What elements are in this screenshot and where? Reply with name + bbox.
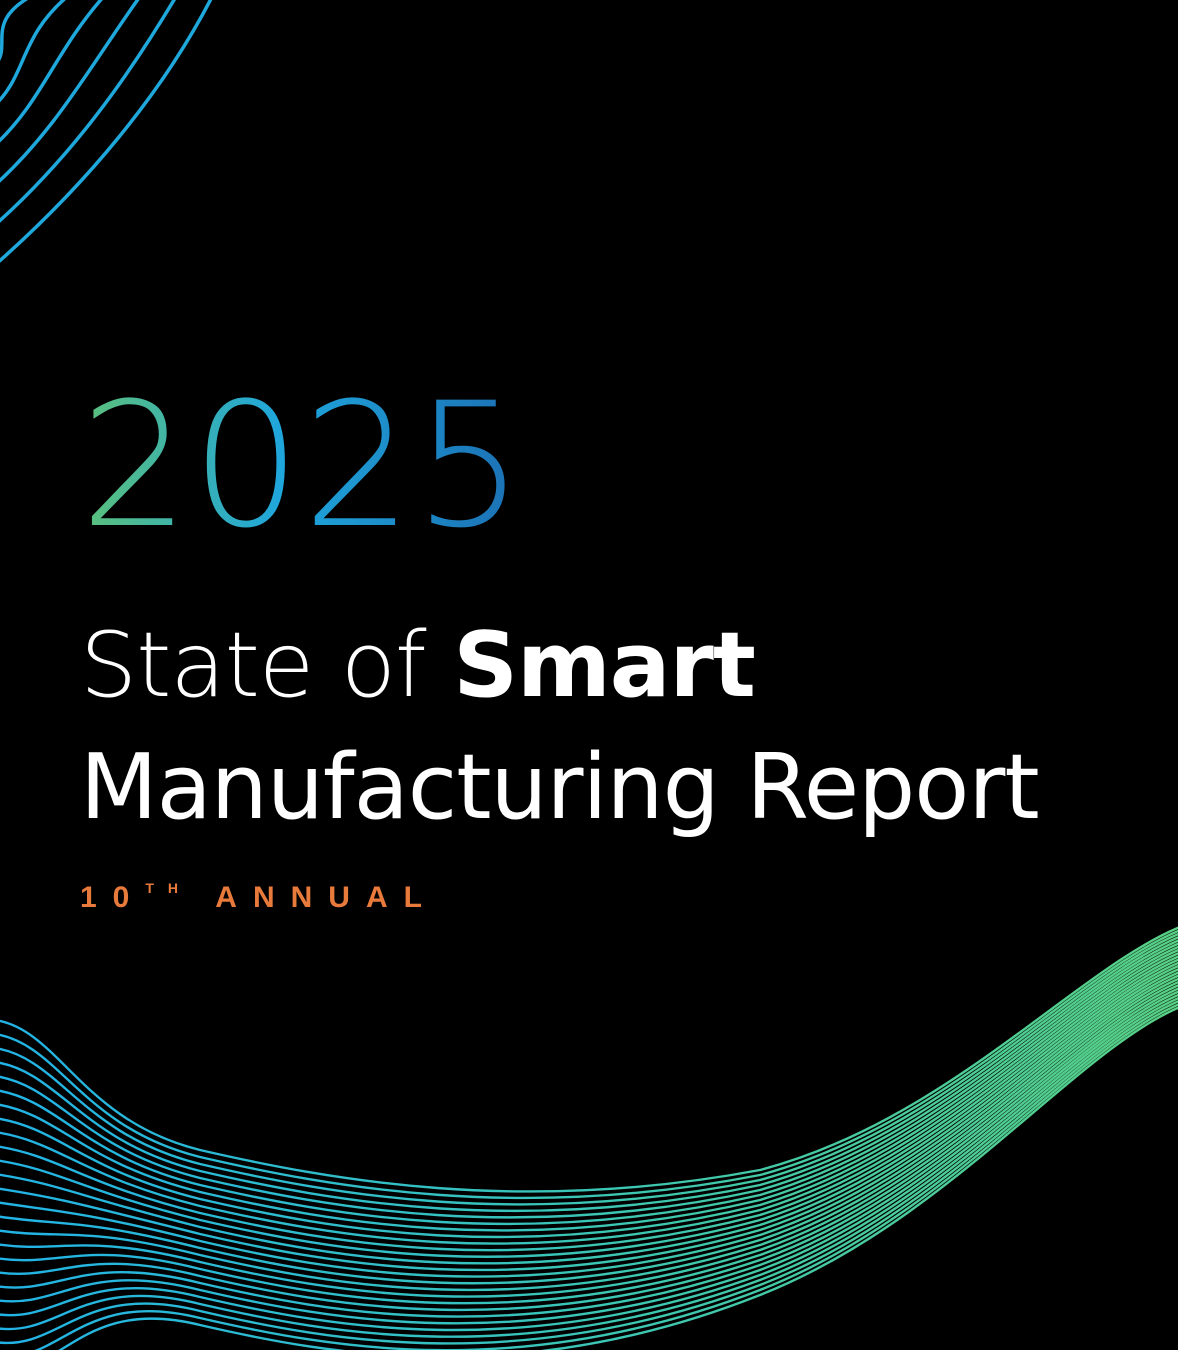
wave-line: [0, 961, 1178, 1265]
title-line-2: Manufacturing Report: [80, 735, 1040, 840]
bottom-wave-lines: [0, 926, 1178, 1350]
wave-line: [0, 0, 140, 183]
wave-line: [0, 958, 1178, 1258]
report-title: State of Smart Manufacturing Report: [80, 605, 1040, 849]
edition-suffix: TH: [145, 880, 193, 896]
wave-line: [0, 0, 29, 62]
title-bold-text: Smart: [453, 613, 756, 718]
wave-line: [0, 926, 1178, 1193]
wave-line: [0, 0, 177, 223]
wave-line: [0, 0, 213, 263]
wave-line: [0, 968, 1178, 1278]
title-line-1: State of Smart: [80, 605, 1039, 727]
wave-line: [0, 987, 1178, 1318]
wave-line: [0, 929, 1178, 1200]
report-year: 2025: [80, 365, 526, 566]
wave-line: [0, 977, 1178, 1298]
wave-line: [0, 949, 1178, 1239]
wave-line: [0, 974, 1178, 1292]
wave-line: [0, 971, 1178, 1285]
wave-line: [0, 0, 104, 143]
wave-line: [0, 936, 1178, 1213]
wave-line: [0, 981, 1178, 1305]
wave-line: [0, 984, 1178, 1312]
wave-line: [34, 1003, 1178, 1350]
wave-line: [58, 1006, 1178, 1350]
wave-line: [0, 933, 1178, 1206]
wave-line: [0, 952, 1178, 1245]
wave-line: [0, 997, 1178, 1338]
wave-line: [0, 990, 1178, 1325]
edition-text: ANNUAL: [215, 881, 438, 914]
wave-line: [0, 945, 1178, 1232]
title-light-text: State of: [80, 613, 427, 718]
wave-line: [0, 942, 1178, 1226]
wave-line: [0, 993, 1178, 1332]
wave-line: [0, 939, 1178, 1219]
top-left-wave-lines: [0, 0, 213, 263]
edition-label: 10TH ANNUAL: [80, 880, 438, 915]
wave-line: [0, 965, 1178, 1272]
wave-line: [0, 0, 67, 103]
edition-number: 10: [80, 881, 146, 914]
wave-line: [0, 1000, 1178, 1345]
wave-line: [0, 955, 1178, 1252]
